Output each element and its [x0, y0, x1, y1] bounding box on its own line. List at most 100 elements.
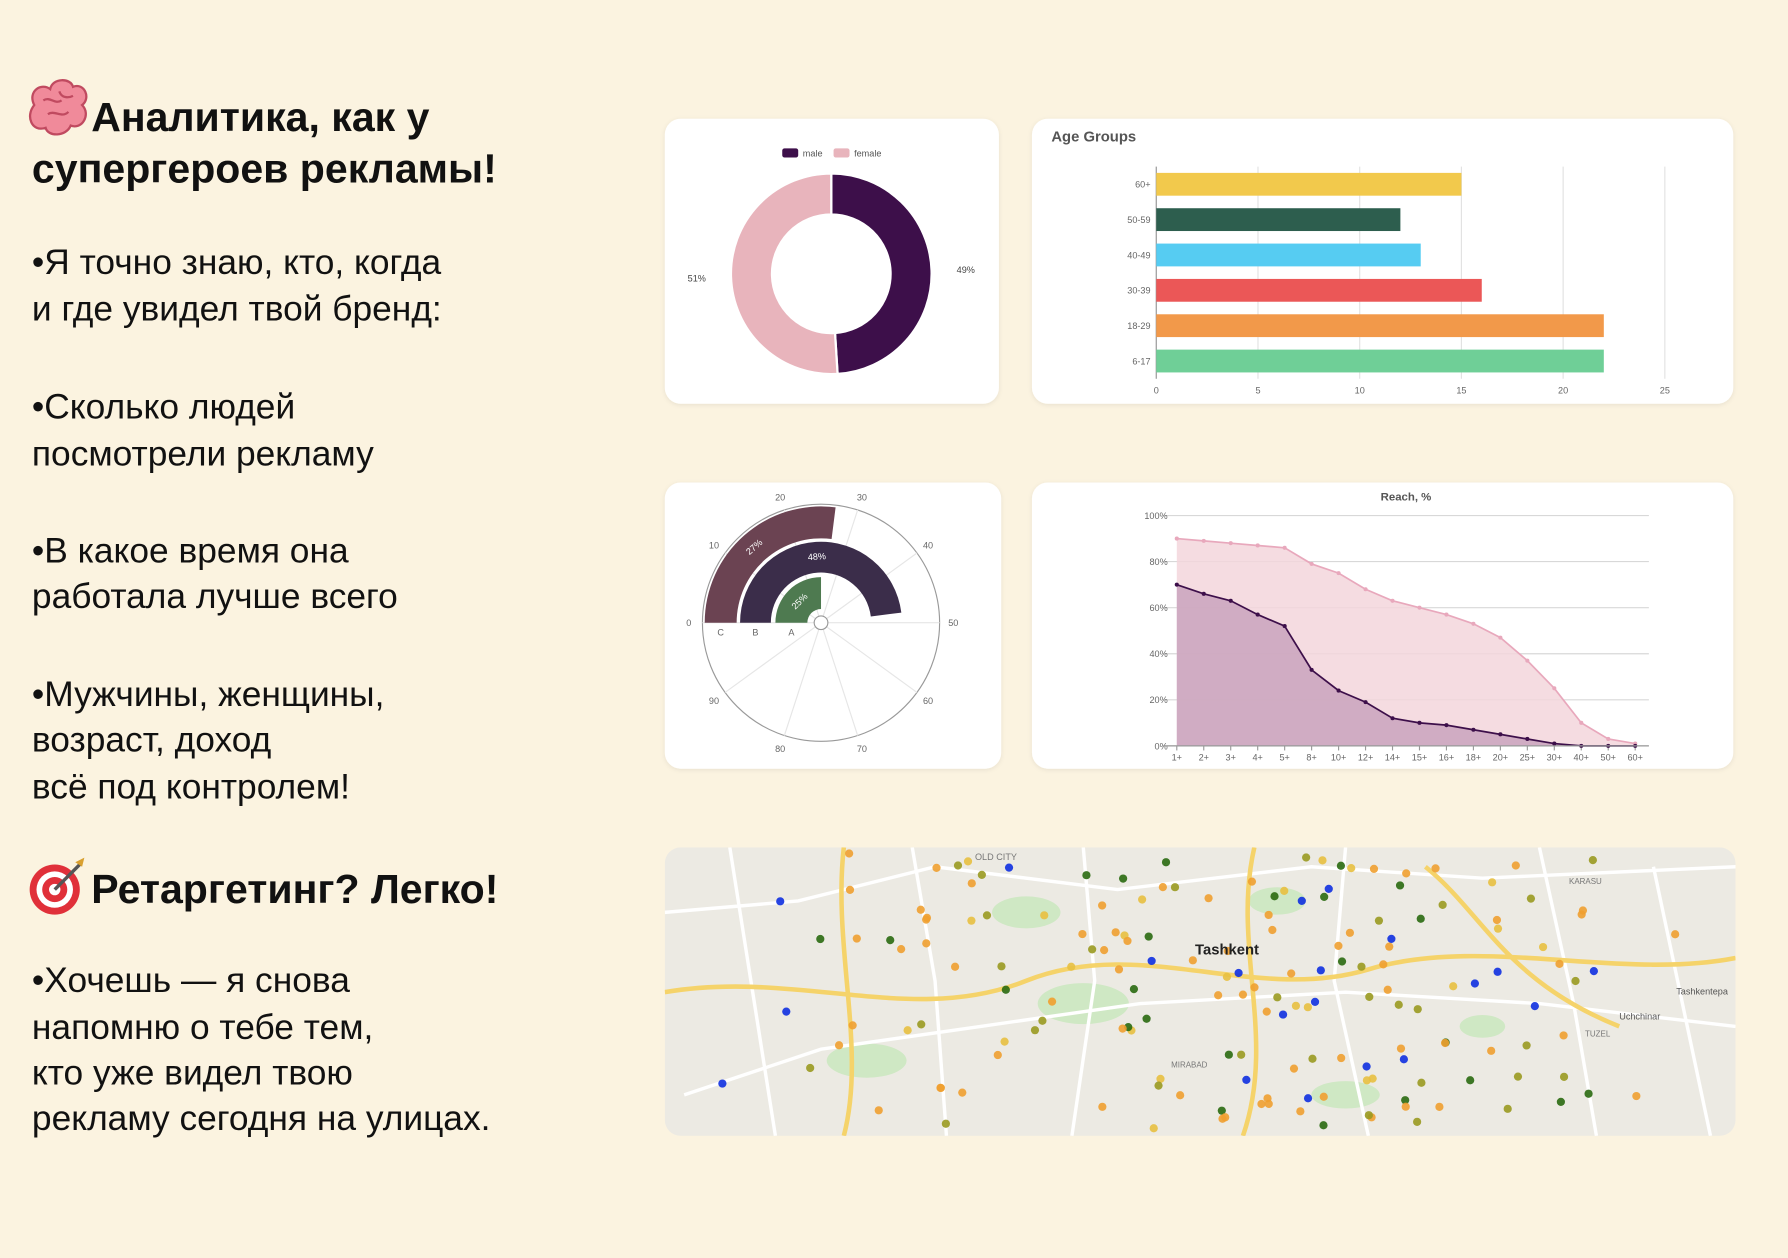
map-marker: [1466, 1076, 1475, 1085]
bar: [1156, 349, 1604, 373]
bullet-line: •Я точно знаю, кто, когда: [32, 243, 442, 282]
x-tick-label: 0: [1154, 386, 1159, 396]
map-marker: [1156, 1074, 1165, 1083]
radial-bar: [775, 577, 822, 623]
map-marker: [1493, 924, 1503, 933]
map-marker: [1088, 945, 1097, 954]
map-marker: [897, 945, 906, 954]
grid-spoke: [820, 622, 918, 693]
point: [1471, 727, 1476, 732]
map-marker: [1385, 942, 1394, 951]
retargeting-line: кто уже видел твою: [32, 1054, 353, 1093]
map-marker: [845, 885, 855, 895]
map-marker: [1578, 906, 1588, 915]
chart-title: Reach, %: [1381, 492, 1432, 504]
map-marker: [776, 897, 785, 906]
point: [1228, 598, 1233, 603]
map-marker: [1413, 1005, 1422, 1014]
grid-spoke: [820, 622, 859, 736]
retargeting-line: напомню о тебе тем,: [32, 1008, 373, 1047]
map-marker: [1100, 945, 1109, 955]
point: [1255, 612, 1260, 617]
map-marker: [936, 1083, 945, 1093]
map-marker: [1399, 1055, 1408, 1064]
map-marker: [1278, 1010, 1288, 1019]
map-marker: [1395, 881, 1405, 890]
area-fill: [1176, 584, 1636, 746]
map-marker: [1262, 1007, 1271, 1016]
map-marker: [1296, 1107, 1305, 1116]
map-marker: [1118, 1024, 1127, 1033]
legend-label: male: [803, 148, 823, 158]
map-marker: [1632, 1091, 1641, 1101]
bullet-line: •Сколько людей: [32, 388, 295, 427]
grid-spoke: [724, 622, 822, 693]
category-label: B: [752, 627, 758, 637]
point: [1417, 605, 1422, 610]
map: Tashkent OLD CITY Uchchinar TUZEL KARASU MIRA…: [664, 847, 1736, 1136]
map-marker: [1369, 864, 1379, 873]
map-marker: [1318, 856, 1327, 865]
map-marker: [1129, 985, 1139, 994]
map-marker: [848, 1021, 857, 1030]
map-marker: [1320, 892, 1329, 901]
point: [1498, 635, 1503, 640]
map-markers: [718, 849, 1680, 1133]
map-marker: [806, 1063, 815, 1073]
map-marker: [1098, 901, 1107, 910]
map-marker: [1264, 1099, 1273, 1109]
map-marker: [1556, 1097, 1565, 1106]
map-marker: [1123, 936, 1132, 946]
map-marker: [1291, 1001, 1301, 1010]
map-marker: [1176, 1091, 1185, 1100]
bullet-line: всё под контролем!: [32, 767, 350, 806]
center-dot: [813, 615, 829, 631]
bar-label: 48%: [807, 551, 826, 562]
map-marker: [1347, 864, 1356, 873]
map-marker: [1030, 1026, 1040, 1035]
map-highways: [664, 847, 1736, 1136]
map-label: Uchchinar: [1619, 1012, 1660, 1022]
legend-label: female: [854, 148, 881, 158]
map-marker: [1310, 997, 1320, 1007]
bar: [1156, 243, 1421, 267]
x-tick-label: 20: [1558, 386, 1568, 396]
map-marker: [1401, 1096, 1410, 1105]
map-marker: [1435, 1102, 1444, 1111]
y-tick-label: 50-59: [1127, 215, 1150, 225]
map-label: KARASU: [1569, 877, 1602, 886]
map-marker: [718, 1079, 727, 1088]
map-marker: [1374, 916, 1384, 925]
point: [1444, 612, 1449, 617]
bullet-line: •Мужчины, женщины,: [32, 675, 384, 714]
target-icon: [29, 857, 85, 915]
point: [1363, 700, 1368, 705]
angle-tick-label: 10: [709, 540, 719, 550]
map-marker: [1334, 941, 1343, 950]
map-marker: [1401, 1102, 1410, 1111]
bar: [1156, 208, 1401, 232]
bar: [1156, 278, 1482, 302]
y-tick-label: 40-49: [1127, 250, 1150, 260]
x-tick-label: 15: [1456, 386, 1466, 396]
angle-tick-label: 0: [686, 618, 691, 628]
retargeting-line: рекламу сегодня на улицах.: [32, 1099, 491, 1138]
map-marker: [1247, 877, 1257, 886]
map-marker: [993, 1050, 1002, 1060]
point: [1309, 561, 1314, 566]
point: [1336, 571, 1341, 576]
map-marker: [886, 936, 895, 945]
angle-tick-label: 90: [709, 696, 719, 706]
point: [1444, 723, 1449, 728]
map-marker: [1588, 856, 1597, 865]
map-marker: [1530, 1002, 1539, 1011]
point: [1201, 538, 1206, 543]
map-marker: [967, 879, 976, 888]
map-marker: [1493, 967, 1502, 976]
point: [1282, 624, 1287, 629]
x-tick-label: 20+: [1493, 753, 1508, 763]
y-tick-label: 60%: [1149, 603, 1167, 613]
map-marker: [1082, 871, 1091, 880]
map-label: TUZEL: [1585, 1030, 1611, 1039]
bullet-line: и где увидел твой бренд:: [32, 290, 442, 329]
